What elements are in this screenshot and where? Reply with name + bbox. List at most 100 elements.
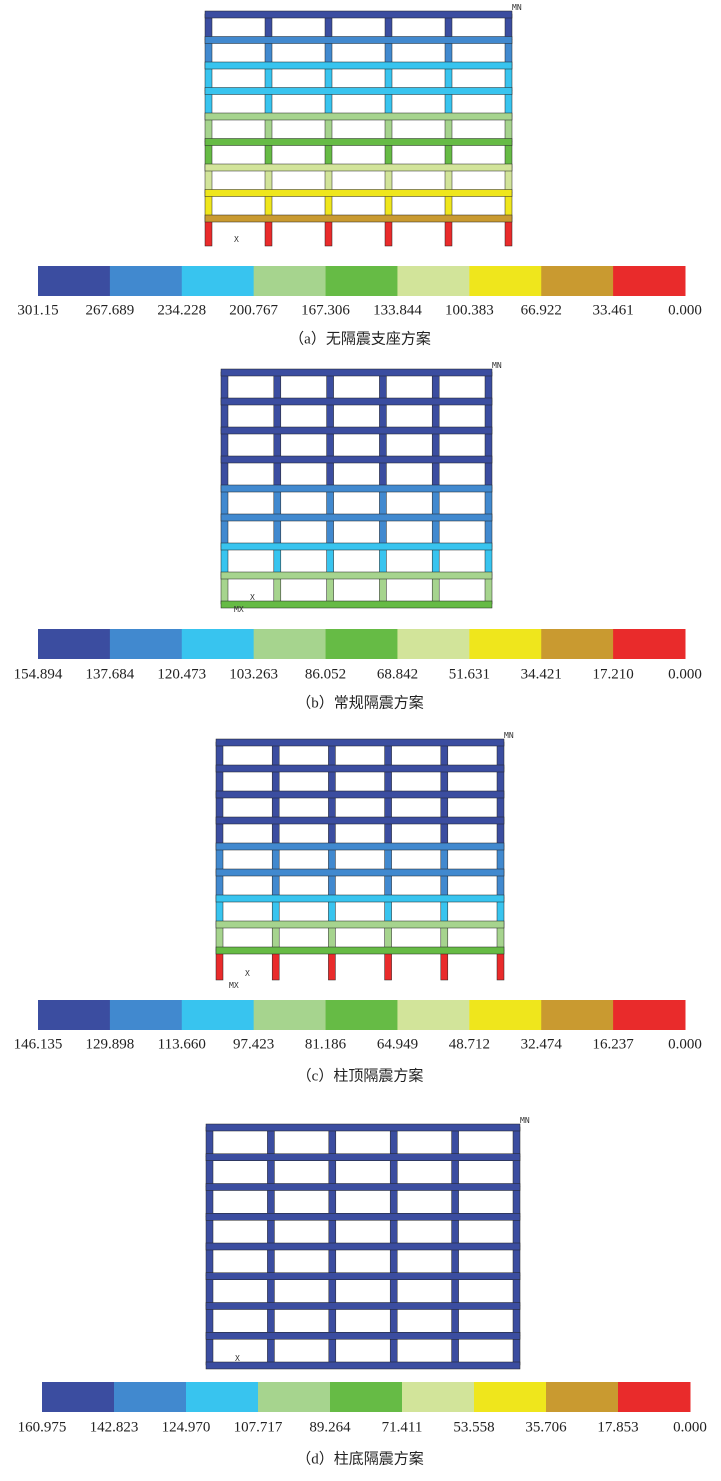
beam bbox=[220, 426, 493, 435]
caption: （c）柱顶隔震方案 bbox=[297, 1066, 424, 1084]
legend-swatch bbox=[397, 1000, 470, 1030]
column bbox=[451, 1126, 459, 1157]
legend-swatch bbox=[474, 1382, 547, 1412]
beam bbox=[215, 894, 505, 903]
column bbox=[484, 371, 493, 402]
max-marker: MX bbox=[234, 605, 244, 614]
beam bbox=[204, 189, 513, 197]
beam bbox=[204, 61, 513, 70]
column bbox=[512, 1335, 521, 1366]
column bbox=[512, 1126, 521, 1157]
legend-label: 17.853 bbox=[597, 1419, 638, 1435]
legend-swatch bbox=[546, 1382, 619, 1412]
column bbox=[484, 429, 493, 460]
beam bbox=[204, 10, 513, 19]
column bbox=[267, 1335, 275, 1366]
column bbox=[379, 371, 387, 402]
column bbox=[267, 1245, 275, 1276]
legend-label: 48.712 bbox=[449, 1036, 490, 1052]
min-marker: MN bbox=[520, 1116, 530, 1125]
column bbox=[484, 516, 493, 547]
column bbox=[484, 458, 493, 489]
beam bbox=[215, 764, 505, 773]
column bbox=[326, 371, 334, 402]
beam bbox=[204, 163, 513, 172]
column bbox=[389, 1126, 398, 1157]
legend-label: 33.461 bbox=[592, 302, 633, 318]
column bbox=[205, 1186, 214, 1217]
legend-swatch bbox=[114, 1382, 187, 1412]
legend-label: 0.000 bbox=[668, 1036, 702, 1052]
beam bbox=[215, 790, 505, 799]
max-marker: MX bbox=[229, 981, 239, 990]
legend-label: 34.421 bbox=[521, 666, 562, 682]
legend-label: 234.228 bbox=[157, 302, 206, 318]
column bbox=[451, 1275, 459, 1306]
column bbox=[484, 545, 493, 576]
column bbox=[328, 1275, 337, 1306]
beam bbox=[215, 738, 505, 747]
column bbox=[431, 400, 440, 431]
column bbox=[431, 574, 440, 605]
column bbox=[484, 487, 493, 518]
beam bbox=[205, 1123, 521, 1132]
column bbox=[273, 545, 282, 576]
column bbox=[328, 1186, 337, 1217]
legend-swatch bbox=[42, 1382, 115, 1412]
column bbox=[431, 458, 440, 489]
legend-swatch bbox=[469, 1000, 542, 1030]
legend-swatch bbox=[109, 629, 183, 659]
beam bbox=[204, 214, 513, 223]
column bbox=[273, 516, 282, 547]
legend-label: 267.689 bbox=[86, 302, 135, 318]
column-leg bbox=[384, 949, 392, 981]
column bbox=[451, 1245, 459, 1276]
legend-label: 137.684 bbox=[86, 666, 135, 682]
min-marker: MN bbox=[492, 361, 502, 370]
column bbox=[389, 1156, 398, 1187]
legend-label: 167.306 bbox=[301, 302, 350, 318]
legend-label: 129.898 bbox=[86, 1036, 135, 1052]
legend-label: 32.474 bbox=[521, 1036, 563, 1052]
beam bbox=[205, 1361, 521, 1370]
column bbox=[205, 1156, 214, 1187]
column bbox=[273, 429, 282, 460]
column bbox=[484, 400, 493, 431]
column bbox=[379, 400, 387, 431]
legend-swatch bbox=[325, 266, 398, 296]
column-leg bbox=[215, 949, 224, 981]
legend-label: 16.237 bbox=[592, 1036, 634, 1052]
legend-label: 64.949 bbox=[377, 1036, 418, 1052]
beam bbox=[215, 868, 505, 877]
column bbox=[326, 545, 334, 576]
column bbox=[451, 1156, 459, 1187]
legend-label: 66.922 bbox=[521, 302, 562, 318]
column bbox=[328, 1245, 337, 1276]
column bbox=[267, 1186, 275, 1217]
legend-swatch bbox=[397, 266, 470, 296]
beam bbox=[205, 1332, 521, 1340]
column bbox=[451, 1305, 459, 1336]
legend-label: 81.186 bbox=[305, 1036, 347, 1052]
legend-swatch bbox=[618, 1382, 691, 1412]
min-marker: MN bbox=[512, 3, 522, 12]
legend-label: 301.15 bbox=[17, 302, 58, 318]
legend-label: 53.558 bbox=[453, 1419, 494, 1435]
legend-swatch bbox=[541, 629, 614, 659]
legend-swatch bbox=[469, 266, 542, 296]
legend-label: 160.975 bbox=[18, 1419, 67, 1435]
column bbox=[267, 1126, 275, 1157]
legend-swatch bbox=[38, 1000, 111, 1030]
beam bbox=[220, 600, 493, 609]
column bbox=[205, 1275, 214, 1306]
column bbox=[389, 1245, 398, 1276]
column bbox=[451, 1335, 459, 1366]
legend-swatch bbox=[613, 266, 686, 296]
axis-marker: X bbox=[245, 969, 250, 978]
column bbox=[267, 1156, 275, 1187]
legend-swatch bbox=[38, 629, 111, 659]
beam bbox=[205, 1183, 521, 1191]
beam bbox=[204, 87, 513, 95]
legend-swatch bbox=[253, 266, 327, 296]
